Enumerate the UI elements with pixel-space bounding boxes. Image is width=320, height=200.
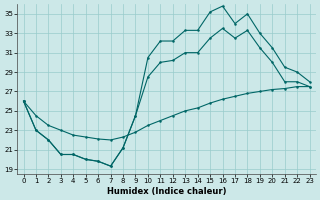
X-axis label: Humidex (Indice chaleur): Humidex (Indice chaleur) — [107, 187, 226, 196]
